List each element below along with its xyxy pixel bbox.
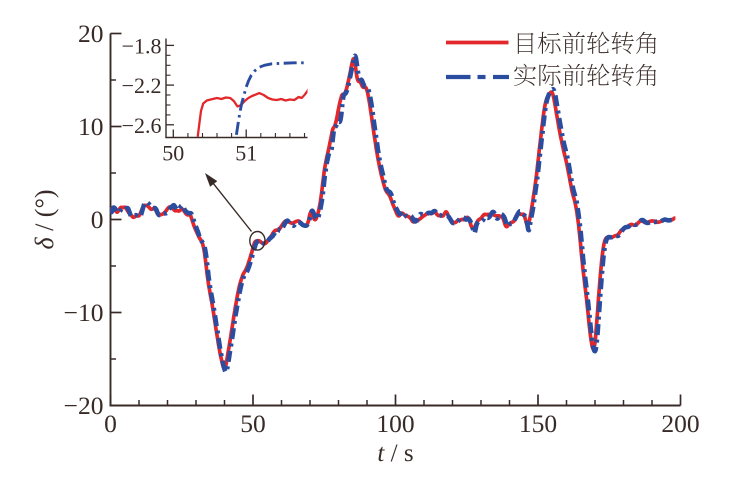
svg-text:50: 50 bbox=[162, 141, 184, 166]
svg-text:51: 51 bbox=[235, 141, 257, 166]
svg-text:−10: −10 bbox=[64, 298, 104, 327]
svg-text:50: 50 bbox=[240, 409, 266, 438]
svg-text:δ / (°): δ / (°) bbox=[30, 189, 59, 249]
svg-text:100: 100 bbox=[376, 409, 414, 438]
svg-text:10: 10 bbox=[78, 112, 104, 141]
svg-text:0: 0 bbox=[91, 205, 104, 234]
svg-text:−20: −20 bbox=[64, 391, 104, 420]
svg-text:200: 200 bbox=[661, 409, 699, 438]
svg-text:t / s: t / s bbox=[377, 440, 413, 467]
svg-text:−2.2: −2.2 bbox=[122, 73, 162, 98]
svg-text:−2.6: −2.6 bbox=[122, 113, 162, 138]
svg-text:−1.8: −1.8 bbox=[122, 33, 162, 58]
svg-text:150: 150 bbox=[519, 409, 557, 438]
svg-text:0: 0 bbox=[104, 409, 117, 438]
svg-text:20: 20 bbox=[78, 19, 104, 48]
